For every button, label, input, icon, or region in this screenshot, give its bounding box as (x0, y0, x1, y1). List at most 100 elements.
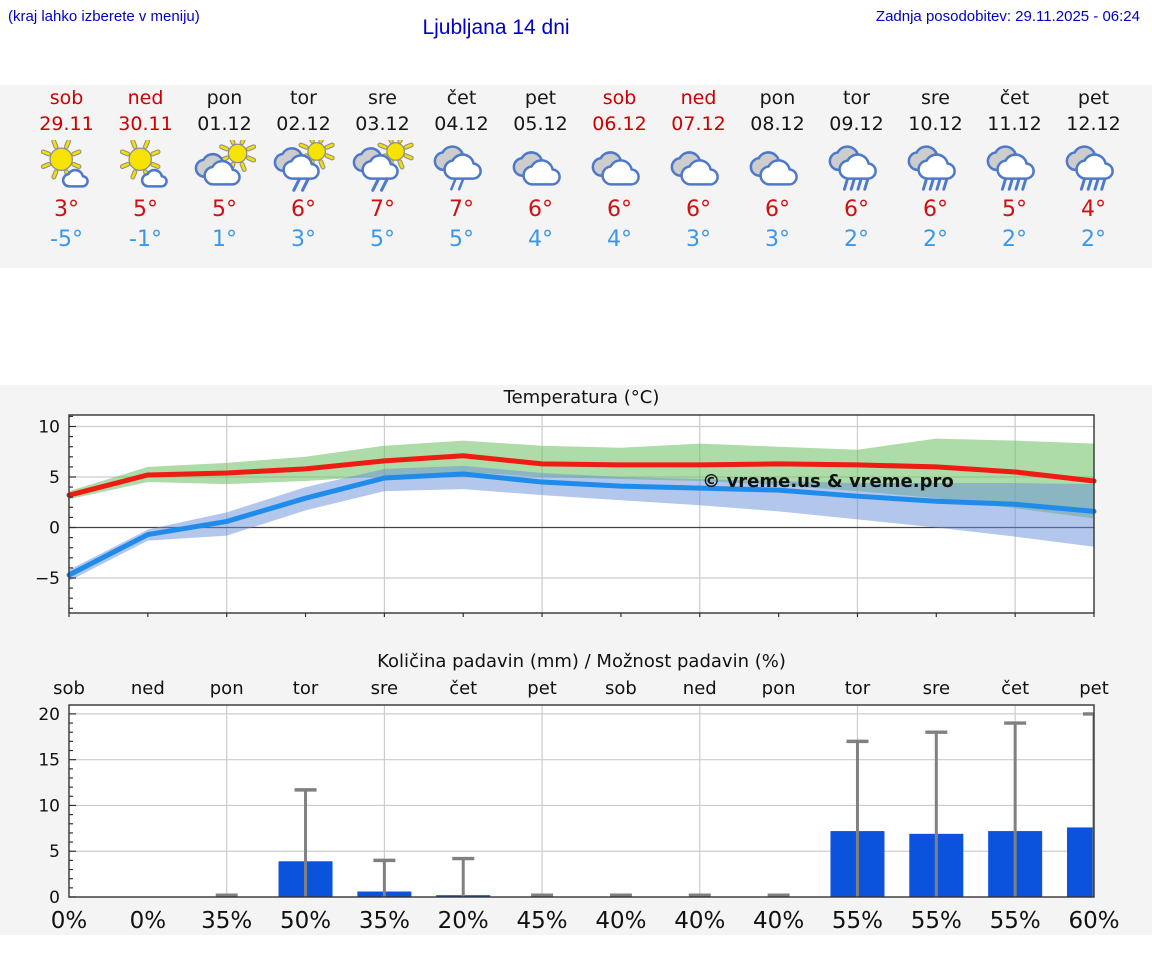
precip-day-label: pon (762, 678, 796, 699)
precip-probability-label: 0% (130, 908, 167, 934)
forecast-day: čet 11.12 5° 2° (975, 85, 1054, 255)
day-date: 05.12 (513, 113, 568, 135)
forecast-day: pon 01.12 5° 1° (185, 85, 264, 255)
low-temp: 3° (686, 227, 711, 252)
high-temp: 6° (291, 197, 316, 222)
low-temp: 4° (528, 227, 553, 252)
day-date: 01.12 (197, 113, 252, 135)
high-temp: 4° (1081, 197, 1106, 222)
high-temp: 6° (686, 197, 711, 222)
cloud-sun-icon (185, 137, 264, 195)
precip-probability-label: 35% (201, 908, 252, 934)
forecast-strip: sob 29.11 3° -5° ned 30.11 5° -1° pon 01.12 5° 1° to… (27, 85, 1133, 255)
precip-probability-label: 55% (911, 908, 962, 934)
high-temp: 6° (923, 197, 948, 222)
day-name: pon (206, 87, 243, 109)
precip-probability-label: 40% (595, 908, 646, 934)
day-name: ned (127, 87, 164, 109)
precip-ytick-label: 0 (49, 888, 60, 908)
sun-cloud-icon (106, 137, 185, 195)
forecast-day: tor 02.12 6° 3° (264, 85, 343, 255)
precip-day-label: ned (683, 678, 717, 699)
forecast-day: ned 30.11 5° -1° (106, 85, 185, 255)
day-date: 12.12 (1066, 113, 1121, 135)
precip-bar (1067, 827, 1094, 897)
precip-ytick-label: 10 (38, 796, 60, 816)
day-date: 08.12 (750, 113, 805, 135)
low-temp: 1° (212, 227, 237, 252)
temp-ytick-label: 5 (49, 468, 60, 488)
day-name: sob (602, 87, 637, 109)
day-name: pon (759, 87, 796, 109)
cloud-sun-rain-icon (343, 137, 422, 195)
precipitation-chart: 0 5 10 15 20 sob ned pon tor sre čet pet sob ned pon to… (38, 651, 1119, 934)
precip-ytick-label: 20 (38, 705, 60, 725)
precip-probability-label: 60% (1068, 908, 1119, 934)
day-name: sre (368, 87, 397, 109)
forecast-day: tor 09.12 6° 2° (817, 85, 896, 255)
high-temp: 5° (212, 197, 237, 222)
precip-day-label: pet (1079, 678, 1109, 699)
day-date: 02.12 (276, 113, 331, 135)
day-date: 29.11 (39, 113, 94, 135)
precip-day-label: sre (371, 678, 398, 699)
cloudy-icon (580, 137, 659, 195)
precip-probability-label: 35% (359, 908, 410, 934)
forecast-day: pon 08.12 6° 3° (738, 85, 817, 255)
day-name: tor (843, 87, 870, 109)
cloud-rain-icon (1054, 137, 1133, 195)
day-name: sre (921, 87, 950, 109)
day-name: ned (680, 87, 717, 109)
forecast-day: sre 10.12 6° 2° (896, 85, 975, 255)
forecast-day: pet 12.12 4° 2° (1054, 85, 1133, 255)
low-temp: 4° (607, 227, 632, 252)
day-date: 03.12 (355, 113, 410, 135)
day-name: sob (49, 87, 84, 109)
cloudy-icon (738, 137, 817, 195)
low-temp: 2° (1081, 227, 1106, 252)
forecast-strip-background (0, 85, 1152, 268)
day-name: pet (524, 87, 557, 109)
forecast-day: sob 29.11 3° -5° (27, 85, 106, 255)
day-date: 07.12 (671, 113, 726, 135)
precip-day-label: sob (53, 678, 85, 699)
day-date: 11.12 (987, 113, 1042, 135)
forecast-day: pet 05.12 6° 4° (501, 85, 580, 255)
high-temp: 5° (133, 197, 158, 222)
temperature-chart-title: Temperatura (°C) (503, 387, 660, 408)
precip-probability-label: 0% (51, 908, 88, 934)
day-date: 10.12 (908, 113, 963, 135)
high-temp: 6° (844, 197, 869, 222)
low-temp: 3° (291, 227, 316, 252)
precip-day-label: čet (1001, 678, 1029, 699)
temp-ytick-label: 10 (38, 418, 60, 438)
low-temp: 2° (844, 227, 869, 252)
last-update-label: Zadnja posodobitev: 29.11.2025 - 06:24 (875, 8, 1140, 25)
high-temp: 6° (607, 197, 632, 222)
max_temp_range-band (69, 438, 1094, 519)
low-temp: 3° (765, 227, 790, 252)
cloud-light-rain-icon (422, 137, 501, 195)
precip-day-label: sob (605, 678, 637, 699)
precip-probability-label: 55% (990, 908, 1041, 934)
precip-day-label: ned (131, 678, 165, 699)
forecast-day: ned 07.12 6° 3° (659, 85, 738, 255)
low-temp: 2° (923, 227, 948, 252)
precip-probability-label: 55% (832, 908, 883, 934)
precip-probability-label: 20% (438, 908, 489, 934)
precip-day-label: sre (923, 678, 950, 699)
precip-probability-label: 45% (517, 908, 568, 934)
precip-ytick-label: 5 (49, 842, 60, 862)
precip-probability-label: 40% (674, 908, 725, 934)
low-temp: 2° (1002, 227, 1027, 252)
high-temp: 5° (1002, 197, 1027, 222)
low-temp: -1° (129, 227, 162, 252)
sun-cloud-icon (27, 137, 106, 195)
precip-bars (215, 712, 1094, 897)
day-name: čet (446, 87, 477, 109)
day-date: 04.12 (434, 113, 489, 135)
min_temp-line (66, 471, 1097, 578)
cloud-rain-icon (896, 137, 975, 195)
high-temp: 6° (528, 197, 553, 222)
page-title: Ljubljana 14 dni (422, 16, 570, 39)
